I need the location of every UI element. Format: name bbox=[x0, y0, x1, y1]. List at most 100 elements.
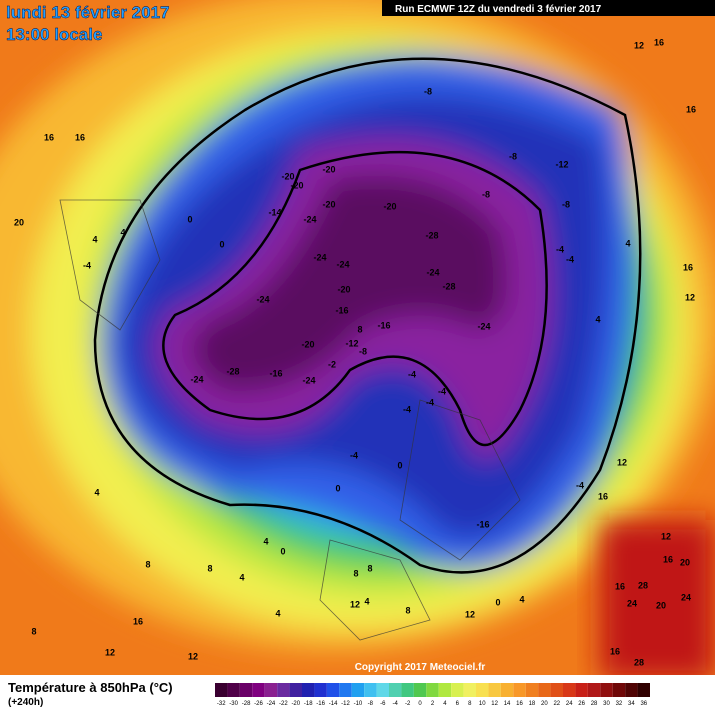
scale-label: -4 bbox=[393, 701, 399, 707]
contour-label: -24 bbox=[302, 375, 315, 385]
contour-label: -20 bbox=[290, 180, 303, 190]
scale-label: 10 bbox=[479, 701, 486, 707]
contour-label: 12 bbox=[188, 651, 198, 661]
scale-label: 32 bbox=[616, 701, 623, 707]
scale-swatch bbox=[525, 683, 539, 697]
contour-label: 16 bbox=[654, 37, 664, 47]
contour-label: -24 bbox=[303, 214, 316, 224]
lead-time: (+240h) bbox=[8, 697, 43, 708]
contour-label: 20 bbox=[680, 557, 690, 567]
contour-label: -16 bbox=[335, 305, 348, 315]
contour-label: -4 bbox=[350, 450, 358, 460]
scale-label: -22 bbox=[279, 701, 288, 707]
contour-label: -20 bbox=[281, 171, 294, 181]
scale-swatch bbox=[389, 683, 402, 697]
scale-label: 28 bbox=[591, 701, 598, 707]
contour-label: -28 bbox=[425, 230, 438, 240]
scale-swatch bbox=[252, 683, 265, 697]
contour-label: 12 bbox=[350, 599, 360, 609]
contour-label: -24 bbox=[190, 374, 203, 384]
contour-label: 8 bbox=[353, 568, 358, 578]
contour-label: 8 bbox=[357, 324, 362, 334]
contour-label: 12 bbox=[634, 40, 644, 50]
contour-label: 4 bbox=[263, 536, 268, 546]
copyright: Copyright 2017 Meteociel.fr bbox=[355, 662, 486, 673]
scale-swatch bbox=[600, 683, 613, 697]
contour-label: 4 bbox=[120, 227, 125, 237]
contour-label: 28 bbox=[638, 580, 648, 590]
scale-label: 4 bbox=[443, 701, 447, 707]
scale-swatch bbox=[451, 683, 464, 697]
contour-label: 16 bbox=[663, 554, 673, 564]
contour-label: -20 bbox=[301, 339, 314, 349]
contour-label: -24 bbox=[426, 267, 439, 277]
scale-label: -20 bbox=[291, 701, 300, 707]
scale-swatch bbox=[364, 683, 377, 697]
contour-label: 0 bbox=[219, 239, 224, 249]
contour-label: -16 bbox=[476, 519, 489, 529]
scale-swatch bbox=[426, 683, 439, 697]
scale-label: -26 bbox=[254, 701, 263, 707]
contour-label: 0 bbox=[495, 597, 500, 607]
scale-swatch bbox=[289, 683, 302, 697]
contour-label: 4 bbox=[625, 238, 630, 248]
contour-label: 4 bbox=[275, 608, 280, 618]
contour-label: -16 bbox=[377, 320, 390, 330]
contour-label: -20 bbox=[383, 201, 396, 211]
contour-label: 4 bbox=[519, 594, 524, 604]
scale-label: 34 bbox=[628, 701, 635, 707]
scale-label: -6 bbox=[380, 701, 386, 707]
contour-label: 16 bbox=[75, 132, 85, 142]
contour-label: 4 bbox=[595, 314, 600, 324]
scale-swatch bbox=[376, 683, 389, 697]
contour-label: 12 bbox=[661, 531, 671, 541]
contour-label: -4 bbox=[438, 386, 446, 396]
contour-label: 4 bbox=[239, 572, 244, 582]
scale-swatch bbox=[463, 683, 476, 697]
scale-label: 8 bbox=[468, 701, 472, 707]
contour-label: -4 bbox=[426, 397, 434, 407]
contour-label: 20 bbox=[14, 217, 24, 227]
run-info: Run ECMWF 12Z du vendredi 3 février 2017 bbox=[395, 4, 602, 15]
scale-swatch bbox=[227, 683, 240, 697]
scale-label: -8 bbox=[368, 701, 374, 707]
contour-label: -12 bbox=[345, 338, 358, 348]
scale-label: -24 bbox=[267, 701, 276, 707]
contour-label: -8 bbox=[359, 346, 367, 356]
contour-label: 4 bbox=[364, 596, 369, 606]
contour-label: 8 bbox=[31, 626, 36, 636]
temperature-field bbox=[0, 0, 715, 675]
scale-label: -14 bbox=[329, 701, 338, 707]
contour-label: 12 bbox=[105, 647, 115, 657]
contour-label: 4 bbox=[94, 487, 99, 497]
scale-swatch bbox=[550, 683, 563, 697]
contour-label: 16 bbox=[683, 262, 693, 272]
scale-label: 20 bbox=[541, 701, 548, 707]
scale-label: -30 bbox=[229, 701, 238, 707]
scale-label: -32 bbox=[217, 701, 226, 707]
contour-label: 8 bbox=[145, 559, 150, 569]
scale-swatch bbox=[264, 683, 278, 697]
contour-label: 0 bbox=[280, 546, 285, 556]
contour-label: -24 bbox=[336, 259, 349, 269]
contour-label: 0 bbox=[335, 483, 340, 493]
forecast-time: 13:00 locale bbox=[6, 25, 102, 44]
contour-label: -28 bbox=[442, 281, 455, 291]
scale-label: 26 bbox=[578, 701, 585, 707]
contour-label: 8 bbox=[207, 563, 212, 573]
scale-label: -16 bbox=[316, 701, 325, 707]
contour-label: -4 bbox=[556, 244, 564, 254]
contour-label: -4 bbox=[566, 254, 574, 264]
contour-label: -28 bbox=[226, 366, 239, 376]
contour-label: 8 bbox=[367, 563, 372, 573]
contour-label: 8 bbox=[405, 605, 410, 615]
scale-swatch bbox=[513, 683, 526, 697]
contour-label: 4 bbox=[92, 234, 97, 244]
contour-label: 28 bbox=[634, 657, 644, 667]
scale-swatch bbox=[277, 683, 290, 697]
scale-swatch bbox=[302, 683, 315, 697]
scale-swatch bbox=[563, 683, 576, 697]
scale-swatch bbox=[612, 683, 626, 697]
scale-label: 2 bbox=[431, 701, 435, 707]
scale-swatch bbox=[326, 683, 340, 697]
